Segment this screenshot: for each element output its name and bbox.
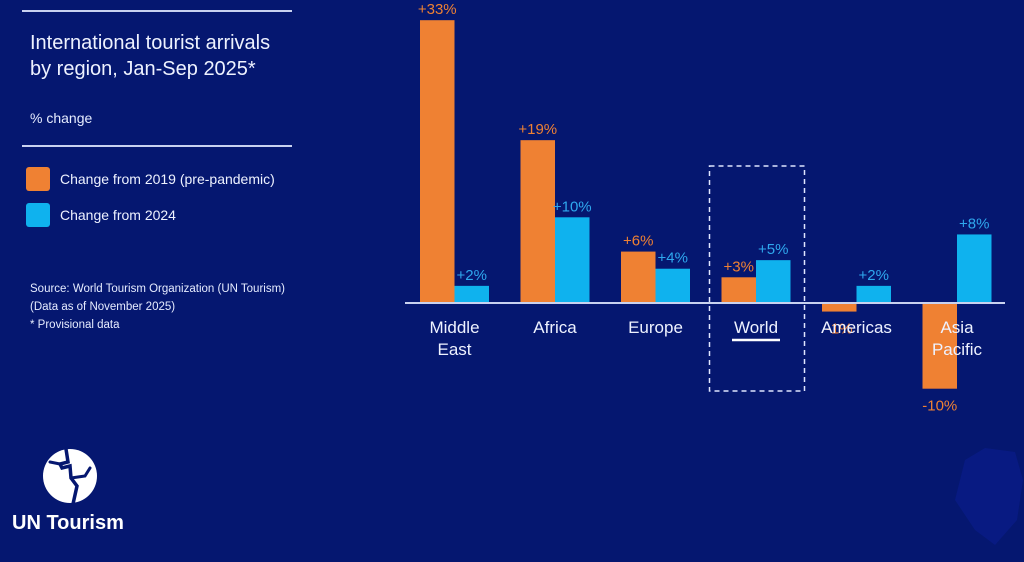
data-label: +10% bbox=[553, 198, 592, 215]
category-label: World bbox=[734, 318, 778, 337]
source-line: Source: World Tourism Organization (UN T… bbox=[30, 283, 285, 295]
data-label: +2% bbox=[859, 267, 889, 284]
legend-label: Change from 2019 (pre-pandemic) bbox=[60, 171, 275, 187]
globe-logo-icon bbox=[43, 447, 97, 506]
highlight-box bbox=[708, 165, 806, 392]
data-label: +6% bbox=[623, 233, 653, 250]
category-label: Africa bbox=[533, 318, 577, 337]
data-date-line: (Data as of November 2025) bbox=[30, 301, 176, 313]
bar-2024 bbox=[555, 217, 590, 303]
logo-text: UN Tourism bbox=[12, 512, 124, 534]
legend: Change from 2019 (pre-pandemic) Change f… bbox=[26, 167, 275, 239]
bar-2024 bbox=[454, 285, 489, 303]
data-label: +3% bbox=[724, 258, 754, 275]
bar-2024 bbox=[957, 234, 992, 303]
chart-title: International tourist arrivals by region… bbox=[30, 30, 300, 82]
bar-2019 bbox=[822, 303, 857, 312]
data-label: +5% bbox=[758, 241, 788, 258]
bar-2019 bbox=[922, 303, 957, 389]
top-rule bbox=[22, 10, 292, 12]
chart-subtitle: % change bbox=[30, 110, 93, 126]
category-label: East bbox=[437, 340, 471, 359]
data-label: +4% bbox=[658, 250, 688, 267]
category-label: Pacific bbox=[932, 340, 983, 359]
legend-swatch-orange bbox=[26, 167, 50, 191]
data-label: +19% bbox=[518, 121, 557, 138]
bar-2019 bbox=[621, 251, 656, 303]
watermark-emblem-icon bbox=[955, 448, 1023, 545]
bar-2019 bbox=[520, 140, 555, 303]
bar-2024 bbox=[655, 268, 690, 303]
category-label: Asia bbox=[940, 318, 974, 337]
provisional-note: * Provisional data bbox=[30, 319, 120, 331]
data-label: +33% bbox=[418, 1, 457, 18]
bar-2019 bbox=[420, 20, 455, 303]
title-line-1: International tourist arrivals bbox=[30, 32, 271, 54]
middle-rule bbox=[22, 145, 292, 147]
data-label: +8% bbox=[959, 215, 989, 232]
category-label: Middle bbox=[429, 318, 479, 337]
data-label: +2% bbox=[457, 267, 487, 284]
legend-label: Change from 2024 bbox=[60, 207, 176, 223]
bar-2019 bbox=[721, 277, 756, 303]
legend-item-2024: Change from 2024 bbox=[26, 203, 275, 227]
legend-item-2019: Change from 2019 (pre-pandemic) bbox=[26, 167, 275, 191]
legend-swatch-blue bbox=[26, 203, 50, 227]
category-label: Americas bbox=[821, 318, 892, 337]
data-label: -1% bbox=[826, 321, 853, 338]
category-label: Europe bbox=[628, 318, 683, 337]
data-label: -10% bbox=[922, 398, 957, 415]
title-line-2: by region, Jan-Sep 2025* bbox=[30, 58, 256, 80]
source-note: Source: World Tourism Organization (UN T… bbox=[30, 280, 285, 334]
bar-2024 bbox=[756, 260, 791, 303]
bar-2024 bbox=[856, 285, 891, 303]
